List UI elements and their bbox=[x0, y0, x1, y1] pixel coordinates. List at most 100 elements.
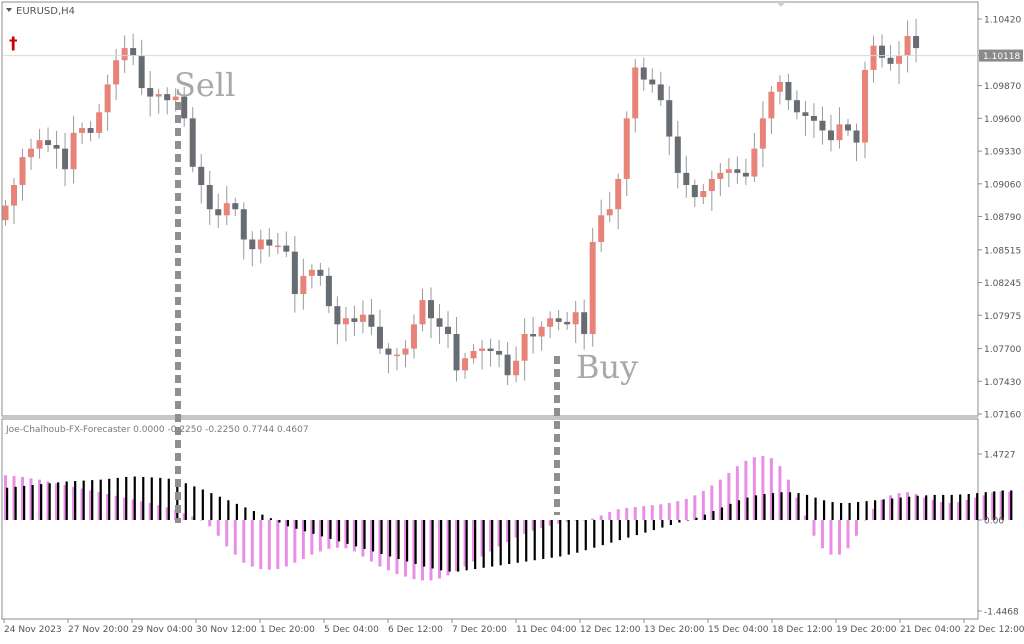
signal-bar bbox=[414, 520, 417, 565]
candle bbox=[887, 57, 894, 64]
candle bbox=[564, 321, 571, 325]
candle bbox=[751, 148, 758, 177]
candle bbox=[666, 100, 673, 137]
signal-bar bbox=[159, 477, 162, 520]
histogram-bar bbox=[582, 520, 586, 521]
signal-bar bbox=[397, 520, 400, 559]
price-tick-label: 1.08790 bbox=[984, 213, 1021, 223]
signal-bar bbox=[388, 520, 392, 557]
signal-bar bbox=[916, 495, 919, 520]
candle bbox=[300, 275, 307, 295]
candle bbox=[393, 354, 400, 357]
histogram-bar bbox=[965, 499, 969, 520]
candle bbox=[36, 140, 43, 149]
candle bbox=[11, 184, 18, 206]
histogram-bar bbox=[1008, 491, 1012, 520]
price-tick-label: 1.07160 bbox=[984, 411, 1021, 421]
histogram-bar bbox=[914, 494, 918, 520]
signal-bar bbox=[286, 520, 290, 527]
candle bbox=[479, 348, 486, 351]
signal-bar bbox=[363, 520, 366, 549]
candle bbox=[428, 300, 434, 319]
histogram-bar bbox=[403, 520, 407, 577]
candle bbox=[530, 334, 537, 337]
signal-bar bbox=[908, 496, 911, 520]
histogram-bar bbox=[727, 472, 731, 520]
signal-bar bbox=[567, 520, 570, 555]
histogram-bar bbox=[259, 520, 263, 570]
histogram-bar bbox=[616, 509, 620, 520]
histogram-bar bbox=[276, 520, 280, 570]
time-tick-label: 29 Nov 04:00 bbox=[132, 625, 193, 635]
candle bbox=[700, 191, 707, 198]
candle bbox=[113, 60, 120, 85]
candle bbox=[53, 145, 60, 149]
histogram-bar bbox=[897, 493, 901, 520]
candle bbox=[742, 172, 749, 177]
signal-bar bbox=[899, 497, 902, 520]
histogram-bar bbox=[46, 481, 50, 520]
candle bbox=[615, 178, 622, 210]
histogram-bar bbox=[97, 492, 101, 520]
candle bbox=[487, 348, 494, 351]
histogram-bar bbox=[659, 504, 663, 520]
histogram-bar bbox=[565, 520, 569, 522]
histogram-bar bbox=[599, 515, 603, 520]
price-pane[interactable] bbox=[1, 1, 979, 417]
shift-marker-icon[interactable] bbox=[776, 2, 786, 7]
histogram-bar bbox=[540, 520, 544, 529]
signal-bar bbox=[652, 520, 655, 531]
candle bbox=[308, 269, 315, 276]
candle bbox=[181, 96, 188, 119]
histogram-bar bbox=[157, 505, 161, 520]
signal-bar bbox=[176, 480, 179, 520]
histogram-bar bbox=[923, 497, 927, 520]
candle bbox=[291, 251, 298, 295]
signal-bar bbox=[295, 520, 298, 529]
chevron-down-icon[interactable] bbox=[6, 8, 12, 12]
histogram-bar bbox=[812, 520, 816, 536]
signal-bar bbox=[839, 502, 843, 520]
signal-bar bbox=[712, 511, 715, 520]
histogram-bar bbox=[795, 497, 799, 520]
indicator-name-label: Joe-Chalhoub-FX-Forecaster 0.0000 -0.225… bbox=[5, 425, 309, 435]
signal-bar bbox=[737, 500, 741, 520]
indicator-tick-label: -1.4468 bbox=[984, 608, 1019, 618]
candle bbox=[598, 215, 605, 242]
histogram-bar bbox=[480, 520, 484, 557]
signal-bar bbox=[23, 485, 26, 520]
candle bbox=[827, 130, 834, 141]
histogram-bar bbox=[233, 520, 237, 555]
histogram-bar bbox=[352, 520, 356, 552]
signal-bar bbox=[1010, 490, 1013, 520]
histogram-bar bbox=[778, 466, 782, 520]
histogram-bar bbox=[803, 515, 807, 520]
candle bbox=[62, 148, 69, 170]
candle bbox=[410, 324, 417, 349]
histogram-bar bbox=[80, 488, 84, 520]
indicator-layer bbox=[4, 455, 1013, 581]
candle bbox=[334, 306, 341, 325]
histogram-bar bbox=[667, 502, 671, 520]
signal-bar bbox=[686, 520, 689, 521]
candle bbox=[802, 112, 809, 116]
histogram-bar bbox=[369, 520, 373, 562]
signal-bar bbox=[303, 520, 307, 532]
histogram-bar bbox=[735, 466, 739, 520]
signal-bar bbox=[805, 494, 809, 520]
candle bbox=[96, 112, 103, 133]
signal-bar bbox=[874, 500, 877, 520]
histogram-bar bbox=[506, 520, 510, 543]
candle bbox=[513, 360, 520, 376]
signal-bar bbox=[669, 520, 672, 526]
histogram-bar bbox=[999, 491, 1003, 520]
signal-bar bbox=[746, 497, 749, 520]
signal-bar bbox=[474, 520, 477, 570]
signal-bar bbox=[559, 520, 562, 557]
histogram-bar bbox=[489, 520, 493, 552]
histogram-bar bbox=[455, 520, 459, 571]
signal-bar bbox=[959, 494, 962, 520]
histogram-bar bbox=[301, 520, 305, 559]
